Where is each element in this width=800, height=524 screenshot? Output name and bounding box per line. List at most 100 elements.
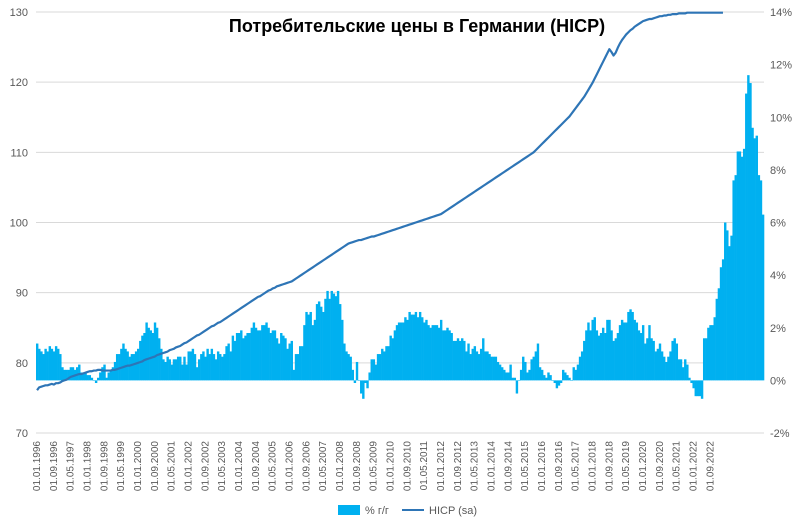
bar: [115, 354, 119, 381]
bar: [290, 340, 293, 381]
bar: [692, 380, 695, 389]
bar: [44, 348, 47, 381]
x-tick-label: 01.09.2000: [150, 441, 161, 491]
bar: [376, 354, 380, 381]
bar: [555, 380, 559, 389]
bar: [120, 348, 123, 381]
bar: [61, 367, 64, 381]
bar: [677, 359, 681, 381]
bar: [267, 327, 270, 381]
bar: [261, 325, 264, 381]
bar: [717, 288, 721, 381]
bar: [433, 325, 437, 381]
bar: [448, 330, 451, 381]
bar: [366, 380, 369, 389]
bar: [404, 317, 407, 381]
bar: [143, 333, 146, 381]
bar: [513, 377, 517, 381]
bar: [80, 372, 83, 381]
bar: [275, 338, 279, 381]
bar: [732, 180, 735, 381]
y-right-tick-label: 8%: [770, 165, 786, 177]
bar: [208, 354, 211, 381]
bar: [294, 354, 298, 381]
bar: [330, 290, 333, 381]
bar: [269, 333, 272, 381]
bar: [326, 290, 329, 381]
bar: [572, 367, 575, 381]
bar: [195, 367, 199, 381]
bar: [320, 306, 323, 381]
bar: [507, 372, 510, 381]
bar: [540, 369, 544, 381]
bar: [63, 369, 66, 381]
y-right-tick-label: 10%: [770, 112, 792, 124]
x-tick-label: 01.09.2012: [453, 441, 464, 491]
x-tick-label: 01.01.2004: [234, 441, 245, 491]
x-tick-label: 01.09.2016: [554, 441, 565, 491]
bar: [519, 369, 523, 381]
bar: [338, 304, 342, 381]
bar: [681, 367, 685, 381]
bar: [620, 319, 624, 381]
y-left-tick-label: 120: [10, 77, 28, 89]
bar: [675, 343, 679, 381]
x-tick-label: 01.01.2016: [537, 441, 548, 491]
bar: [538, 367, 542, 381]
bar: [86, 375, 89, 381]
bar: [256, 330, 260, 381]
x-tick-label: 01.05.2013: [470, 441, 481, 491]
bar: [153, 322, 157, 381]
bar: [614, 338, 618, 381]
bar: [530, 359, 533, 381]
bar: [296, 354, 300, 381]
x-tick-label: 01.01.2020: [638, 441, 649, 491]
x-tick-label: 01.05.2015: [520, 441, 531, 491]
bar: [418, 311, 422, 381]
y-left-tick-label: 110: [10, 147, 28, 159]
bar: [498, 364, 502, 381]
bar: [166, 356, 169, 381]
bar: [357, 380, 361, 381]
bar: [635, 322, 639, 381]
x-tick-label: 01.09.2002: [200, 441, 211, 491]
bar: [416, 317, 420, 381]
y-left-tick-label: 90: [16, 288, 28, 300]
bar: [65, 369, 68, 381]
bar: [324, 298, 327, 381]
bar: [414, 311, 418, 381]
bar: [341, 319, 344, 381]
bar: [170, 364, 174, 381]
bar: [67, 369, 70, 381]
x-tick-label: 01.01.2000: [133, 441, 144, 491]
bar: [136, 348, 140, 381]
bar: [500, 367, 504, 381]
bar: [593, 317, 596, 381]
bar: [183, 356, 186, 381]
bar: [412, 314, 416, 381]
bar: [646, 338, 649, 381]
bar: [591, 319, 594, 381]
bar: [351, 369, 355, 381]
bar: [158, 338, 161, 381]
x-tick-label: 01.05.2005: [268, 441, 279, 491]
bar: [82, 372, 85, 381]
bar: [524, 361, 527, 381]
bar: [233, 340, 237, 381]
bar: [179, 356, 182, 381]
bar: [225, 346, 228, 381]
y-left-tick-label: 80: [16, 358, 28, 370]
bar: [263, 325, 266, 381]
bar: [305, 311, 308, 381]
legend-label-line: HICP (sa): [429, 505, 477, 517]
bar: [273, 330, 277, 381]
bar: [601, 327, 605, 381]
x-tick-label: 01.09.2010: [402, 441, 413, 491]
bar: [149, 330, 153, 381]
bar: [755, 135, 758, 381]
bar: [623, 322, 626, 381]
bar: [585, 330, 588, 381]
bar: [372, 359, 376, 381]
y-left-tick-label: 130: [10, 7, 28, 19]
